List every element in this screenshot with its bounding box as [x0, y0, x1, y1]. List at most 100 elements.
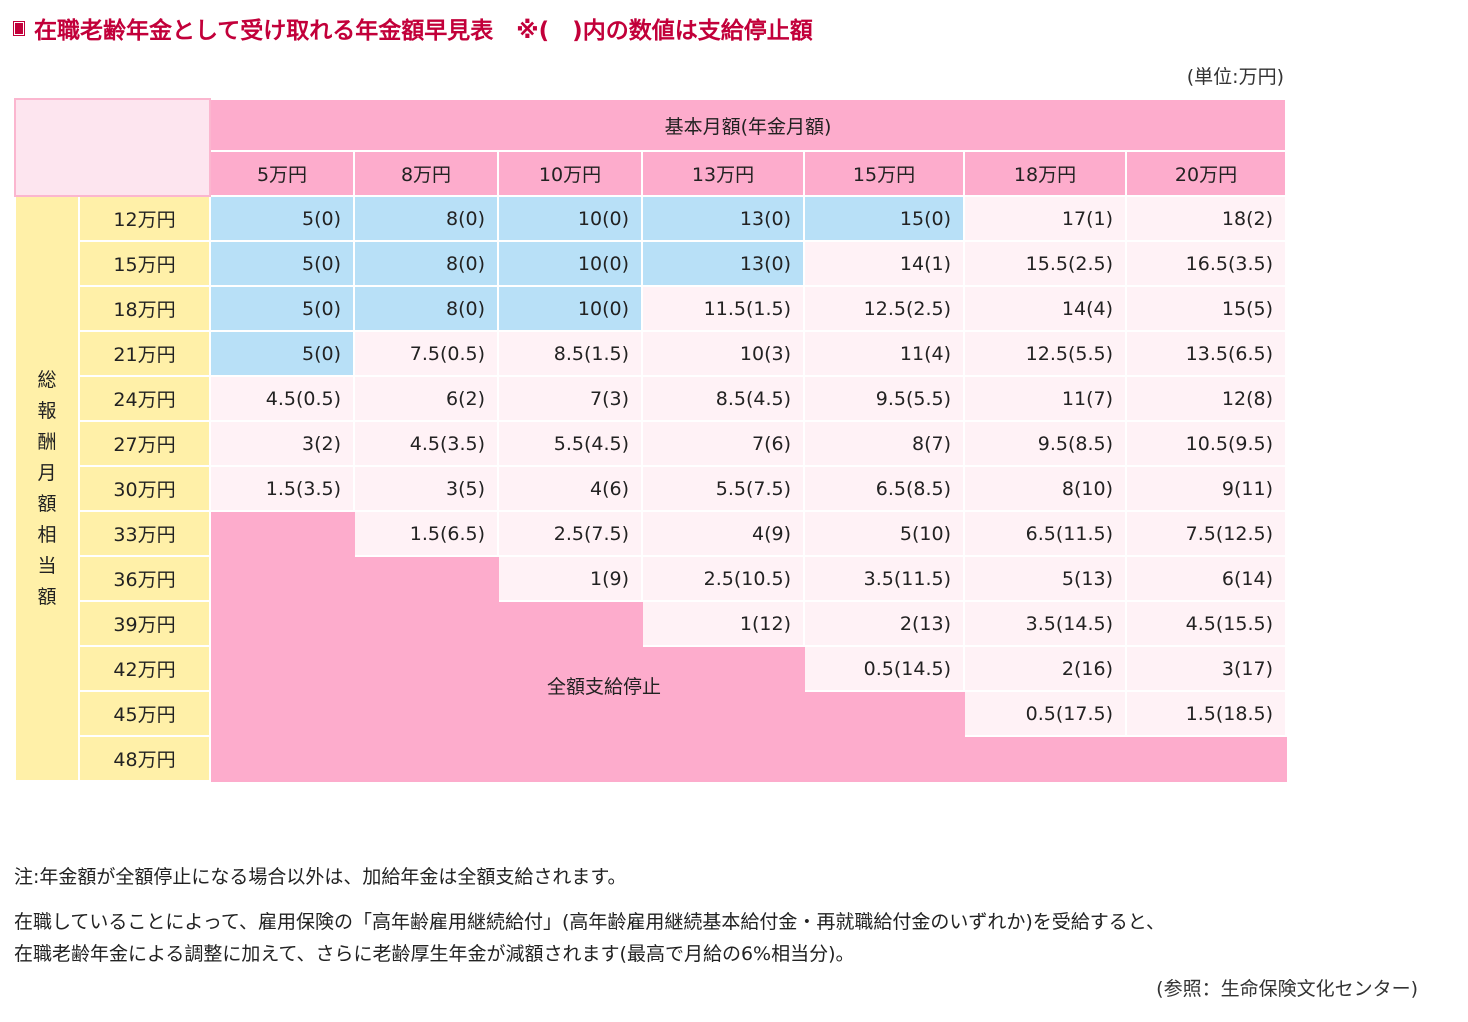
row-label: 24万円	[78, 375, 211, 422]
full-payment-cell: 8(0)	[353, 195, 499, 242]
table-row: 18万円 5(0) 8(0) 10(0) 11.5(1.5) 12.5(2.5) 14(4)…	[15, 285, 1287, 332]
full-payment-cell: 10(0)	[497, 285, 643, 332]
full-payment-cell: 15(0)	[803, 195, 965, 242]
stop-cell: 全額支給停止	[497, 645, 661, 698]
partial-payment-cell: 1(12)	[641, 600, 805, 647]
column-header: 5万円	[209, 150, 355, 197]
stop-cell	[803, 690, 965, 737]
column-header: 18万円	[963, 150, 1127, 197]
partial-payment-cell: 12.5(5.5)	[963, 330, 1127, 377]
stop-cell	[353, 645, 499, 692]
partial-payment-cell: 11(7)	[963, 375, 1127, 422]
column-header: 10万円	[497, 150, 643, 197]
partial-payment-cell: 7(6)	[641, 420, 805, 467]
note-additional-pension: 注:年金額が全額停止になる場合以外は、加給年金は全額支給されます。	[14, 866, 627, 888]
row-label: 33万円	[78, 510, 211, 557]
table-row: 39万円 1(12) 2(13) 3.5(14.5) 4.5(15.5)	[15, 600, 1287, 647]
stop-cell	[353, 555, 499, 602]
stop-cell	[497, 600, 643, 647]
partial-payment-cell: 7.5(0.5)	[353, 330, 499, 377]
stop-cell	[497, 735, 643, 782]
partial-payment-cell: 15.5(2.5)	[963, 240, 1127, 287]
partial-payment-cell: 6(14)	[1125, 555, 1287, 602]
partial-payment-cell: 13.5(6.5)	[1125, 330, 1287, 377]
stop-cell	[209, 645, 355, 692]
partial-payment-cell: 4(6)	[497, 465, 643, 512]
partial-payment-cell: 5(10)	[803, 510, 965, 557]
row-label: 27万円	[78, 420, 211, 467]
partial-payment-cell: 8.5(1.5)	[497, 330, 643, 377]
header-group-label: 基本月額(年金月額)	[209, 98, 1287, 152]
partial-payment-cell: 2(16)	[963, 645, 1127, 692]
stop-cell	[353, 690, 499, 737]
row-label: 18万円	[78, 285, 211, 332]
partial-payment-cell: 7.5(12.5)	[1125, 510, 1287, 557]
column-header: 15万円	[803, 150, 965, 197]
table-row: 30万円 1.5(3.5) 3(5) 4(6) 5.5(7.5) 6.5(8.5) 8(10…	[15, 465, 1287, 512]
note-line-1: 在職していることによって、雇用保険の「高年齢雇用継続給付」(高年齢雇用継続基本給…	[14, 911, 1166, 933]
stop-cell	[641, 645, 805, 692]
column-header: 13万円	[641, 150, 805, 197]
stop-cell	[353, 735, 499, 782]
partial-payment-cell: 4.5(3.5)	[353, 420, 499, 467]
partial-payment-cell: 5(13)	[963, 555, 1127, 602]
table-row: 24万円 4.5(0.5) 6(2) 7(3) 8.5(4.5) 9.5(5.5) 11(7…	[15, 375, 1287, 422]
stop-cell	[497, 690, 643, 737]
source-citation: (参照：生命保険文化センター)	[1156, 978, 1418, 1000]
partial-payment-cell: 9.5(5.5)	[803, 375, 965, 422]
full-payment-cell: 5(0)	[209, 285, 355, 332]
table-row: 21万円 5(0) 7.5(0.5) 8.5(1.5) 10(3) 11(4) 12.5(5…	[15, 330, 1287, 377]
partial-payment-cell: 1.5(18.5)	[1125, 690, 1287, 737]
stop-cell	[209, 555, 355, 602]
partial-payment-cell: 2(13)	[803, 600, 965, 647]
partial-payment-cell: 8(10)	[963, 465, 1127, 512]
unit-label: (単位:万円)	[1186, 66, 1284, 88]
full-stop-label: 全額支給停止	[546, 676, 661, 698]
partial-payment-cell: 9(11)	[1125, 465, 1287, 512]
partial-payment-cell: 12(8)	[1125, 375, 1287, 422]
column-header: 8万円	[353, 150, 499, 197]
stop-cell	[209, 690, 355, 737]
row-label: 15万円	[78, 240, 211, 287]
partial-payment-cell: 3.5(14.5)	[963, 600, 1127, 647]
partial-payment-cell: 3(17)	[1125, 645, 1287, 692]
partial-payment-cell: 10.5(9.5)	[1125, 420, 1287, 467]
partial-payment-cell: 18(2)	[1125, 195, 1287, 242]
partial-payment-cell: 10(3)	[641, 330, 805, 377]
table-corner	[14, 98, 211, 197]
row-group-label: 総報酬月額相当額	[14, 195, 80, 782]
partial-payment-cell: 1(9)	[497, 555, 643, 602]
partial-payment-cell: 0.5(14.5)	[803, 645, 965, 692]
table-row: 36万円 1(9) 2.5(10.5) 3.5(11.5) 5(13) 6(14)	[15, 555, 1287, 602]
row-label: 36万円	[78, 555, 211, 602]
table-row: 48万円	[15, 735, 1287, 782]
partial-payment-cell: 9.5(8.5)	[963, 420, 1127, 467]
full-payment-cell: 8(0)	[353, 240, 499, 287]
partial-payment-cell: 4(9)	[641, 510, 805, 557]
stop-cell	[353, 600, 499, 647]
row-label: 42万円	[78, 645, 211, 692]
partial-payment-cell: 11.5(1.5)	[641, 285, 805, 332]
partial-payment-cell: 6.5(8.5)	[803, 465, 965, 512]
partial-payment-cell: 5.5(4.5)	[497, 420, 643, 467]
full-payment-cell: 8(0)	[353, 285, 499, 332]
stop-cell	[641, 735, 805, 782]
partial-payment-cell: 4.5(15.5)	[1125, 600, 1287, 647]
stop-cell	[209, 510, 355, 557]
table-row: 27万円 3(2) 4.5(3.5) 5.5(4.5) 7(6) 8(7) 9.5(8.5)…	[15, 420, 1287, 467]
page-title-text: 在職老齢年金として受け取れる年金額早見表 ※( )内の数値は支給停止額	[34, 18, 813, 44]
full-payment-cell: 13(0)	[641, 195, 805, 242]
partial-payment-cell: 17(1)	[963, 195, 1127, 242]
stop-cell	[209, 735, 355, 782]
stop-cell	[209, 600, 355, 647]
partial-payment-cell: 2.5(10.5)	[641, 555, 805, 602]
partial-payment-cell: 5.5(7.5)	[641, 465, 805, 512]
partial-payment-cell: 16.5(3.5)	[1125, 240, 1287, 287]
row-label: 30万円	[78, 465, 211, 512]
partial-payment-cell: 8(7)	[803, 420, 965, 467]
partial-payment-cell: 15(5)	[1125, 285, 1287, 332]
partial-payment-cell: 14(1)	[803, 240, 965, 287]
row-label: 39万円	[78, 600, 211, 647]
stop-cell	[641, 690, 805, 737]
full-payment-cell: 5(0)	[209, 240, 355, 287]
